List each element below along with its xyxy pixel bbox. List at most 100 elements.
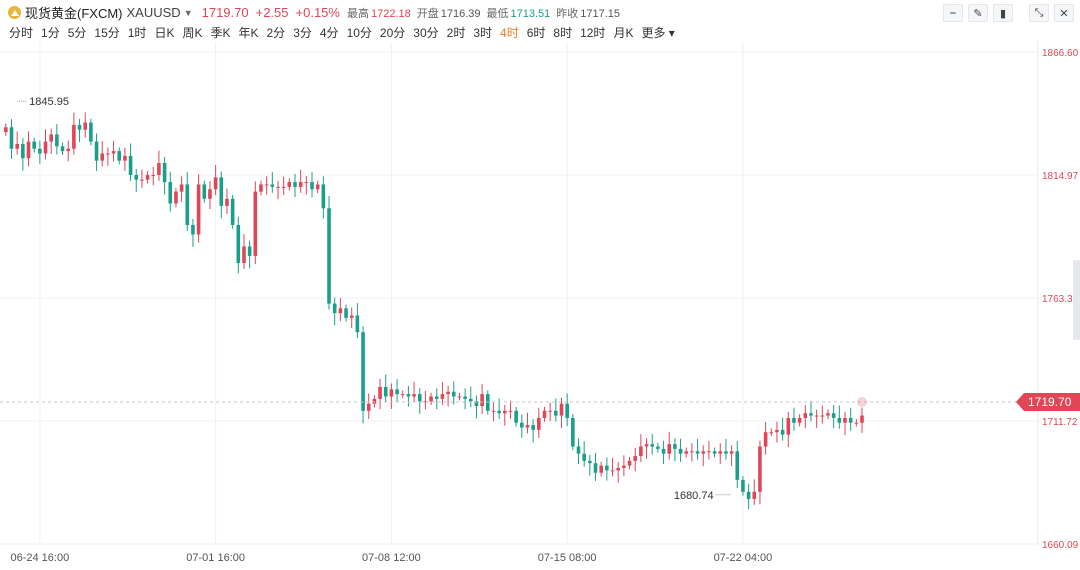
candle-body (468, 398, 473, 402)
candle-body (502, 410, 507, 414)
interval-tab[interactable]: 月K (613, 26, 634, 40)
line-tool-icon[interactable]: ⎯ (943, 4, 963, 22)
candle-body (752, 491, 757, 499)
candle-body (639, 446, 643, 457)
candle-body (38, 148, 42, 154)
candle-body (344, 308, 348, 318)
interval-tab[interactable]: 4分 (319, 26, 339, 40)
interval-tab[interactable]: 30分 (413, 26, 439, 40)
stat-label: 昨收 (556, 7, 579, 20)
candle-body (854, 422, 859, 424)
chart-scrollbar[interactable] (1073, 260, 1080, 340)
candle-body (406, 394, 411, 397)
x-tick-label: 07-08 12:00 (362, 552, 421, 564)
candle-body (338, 308, 343, 314)
candle-body (429, 396, 433, 402)
candle-body (213, 177, 218, 190)
candle-body (701, 451, 706, 454)
candle-body (763, 432, 768, 447)
candle-body (724, 451, 728, 454)
candle-body (525, 425, 530, 428)
interval-tab[interactable]: 6时 (526, 26, 546, 40)
stat-label: 开盘 (416, 7, 439, 20)
candle-body (848, 417, 853, 423)
candle-body (77, 124, 82, 130)
candle-body (32, 141, 36, 149)
candle-body (191, 224, 195, 235)
price-change: +2.55 (255, 5, 289, 20)
high-annotation: 1845.95 (29, 96, 69, 108)
interval-tab[interactable]: 3时 (473, 26, 493, 40)
interval-tab[interactable]: 10分 (346, 26, 372, 40)
last-price: 1719.70 (201, 5, 249, 20)
candle-body (259, 184, 263, 192)
y-tick-label: 1660.09 (1042, 540, 1079, 551)
y-tick-label: 1763.35 (1042, 294, 1079, 305)
candle-body (446, 391, 450, 395)
candle-body (520, 422, 524, 428)
candle-body (332, 303, 337, 314)
candle-body (423, 401, 428, 403)
candle-body (15, 143, 19, 149)
interval-tab[interactable]: 5分 (67, 26, 87, 40)
current-price-tag (1016, 392, 1080, 411)
candle-body (593, 463, 598, 473)
close-icon[interactable]: ✕ (1054, 4, 1074, 22)
candle-body (162, 163, 167, 183)
candle-style-icon[interactable]: ▮ (993, 4, 1013, 22)
candle-body (383, 386, 388, 397)
symbol-dropdown-icon[interactable]: ▼ (183, 7, 193, 18)
candle-body (315, 184, 320, 190)
expand-icon[interactable]: ⤡ (1029, 4, 1049, 22)
stat-label: 最高 (346, 7, 369, 20)
interval-tab[interactable]: 1分 (41, 26, 60, 40)
more-intervals-dropdown[interactable]: 更多 ▾ (641, 26, 675, 40)
interval-tab[interactable]: 分时 (9, 26, 34, 40)
quote-header: 现货黄金(FXCM) XAUUSD ▼ 1719.70 +2.55 +0.15%… (0, 0, 1080, 22)
interval-tab[interactable]: 1时 (127, 26, 147, 40)
interval-tab[interactable]: 3分 (293, 26, 312, 40)
candle-body (293, 182, 297, 187)
interval-tab[interactable]: 年K (238, 26, 259, 40)
instrument-name[interactable]: 现货黄金(FXCM) (25, 6, 123, 21)
candle-body (106, 153, 110, 155)
candle-body (247, 246, 252, 256)
candle-body (656, 446, 660, 449)
candle-body (786, 417, 791, 435)
draw-tool-icon[interactable]: ✎ (968, 4, 988, 22)
candle-body (457, 396, 462, 398)
candle-body (151, 174, 156, 176)
candle-body (168, 182, 173, 204)
interval-tab[interactable]: 12时 (580, 26, 606, 40)
candle-body (690, 451, 694, 453)
candle-body (633, 456, 638, 461)
y-tick-label: 1711.72 (1042, 417, 1078, 428)
interval-tab[interactable]: 日K (154, 26, 175, 40)
candle-body (83, 122, 88, 130)
candle-body (400, 394, 405, 396)
interval-tab[interactable]: 4时 (500, 26, 519, 40)
candle-body (537, 417, 541, 430)
candle-body (389, 389, 394, 397)
candle-body (514, 410, 518, 423)
interval-tab[interactable]: 周K (182, 26, 203, 40)
candle-body (117, 151, 122, 161)
interval-tab[interactable]: 8时 (553, 26, 573, 40)
candle-body (554, 410, 558, 416)
candle-body (434, 396, 439, 399)
candle-body (185, 184, 190, 225)
candle-body (667, 444, 672, 454)
y-tick-label: 1814.97 (1042, 171, 1079, 182)
candle-body (366, 403, 371, 411)
y-tick-label: 1866.60 (1042, 48, 1079, 59)
interval-tab[interactable]: 2时 (446, 26, 466, 40)
interval-tab[interactable]: 15分 (94, 26, 120, 40)
candle-body (361, 332, 365, 411)
interval-tab[interactable]: 20分 (379, 26, 406, 40)
candle-body (735, 451, 740, 480)
interval-tab[interactable]: 2分 (266, 26, 286, 40)
candle-body (707, 451, 711, 453)
instrument-code[interactable]: XAUUSD (126, 5, 181, 20)
interval-tab[interactable]: 季K (210, 26, 231, 40)
